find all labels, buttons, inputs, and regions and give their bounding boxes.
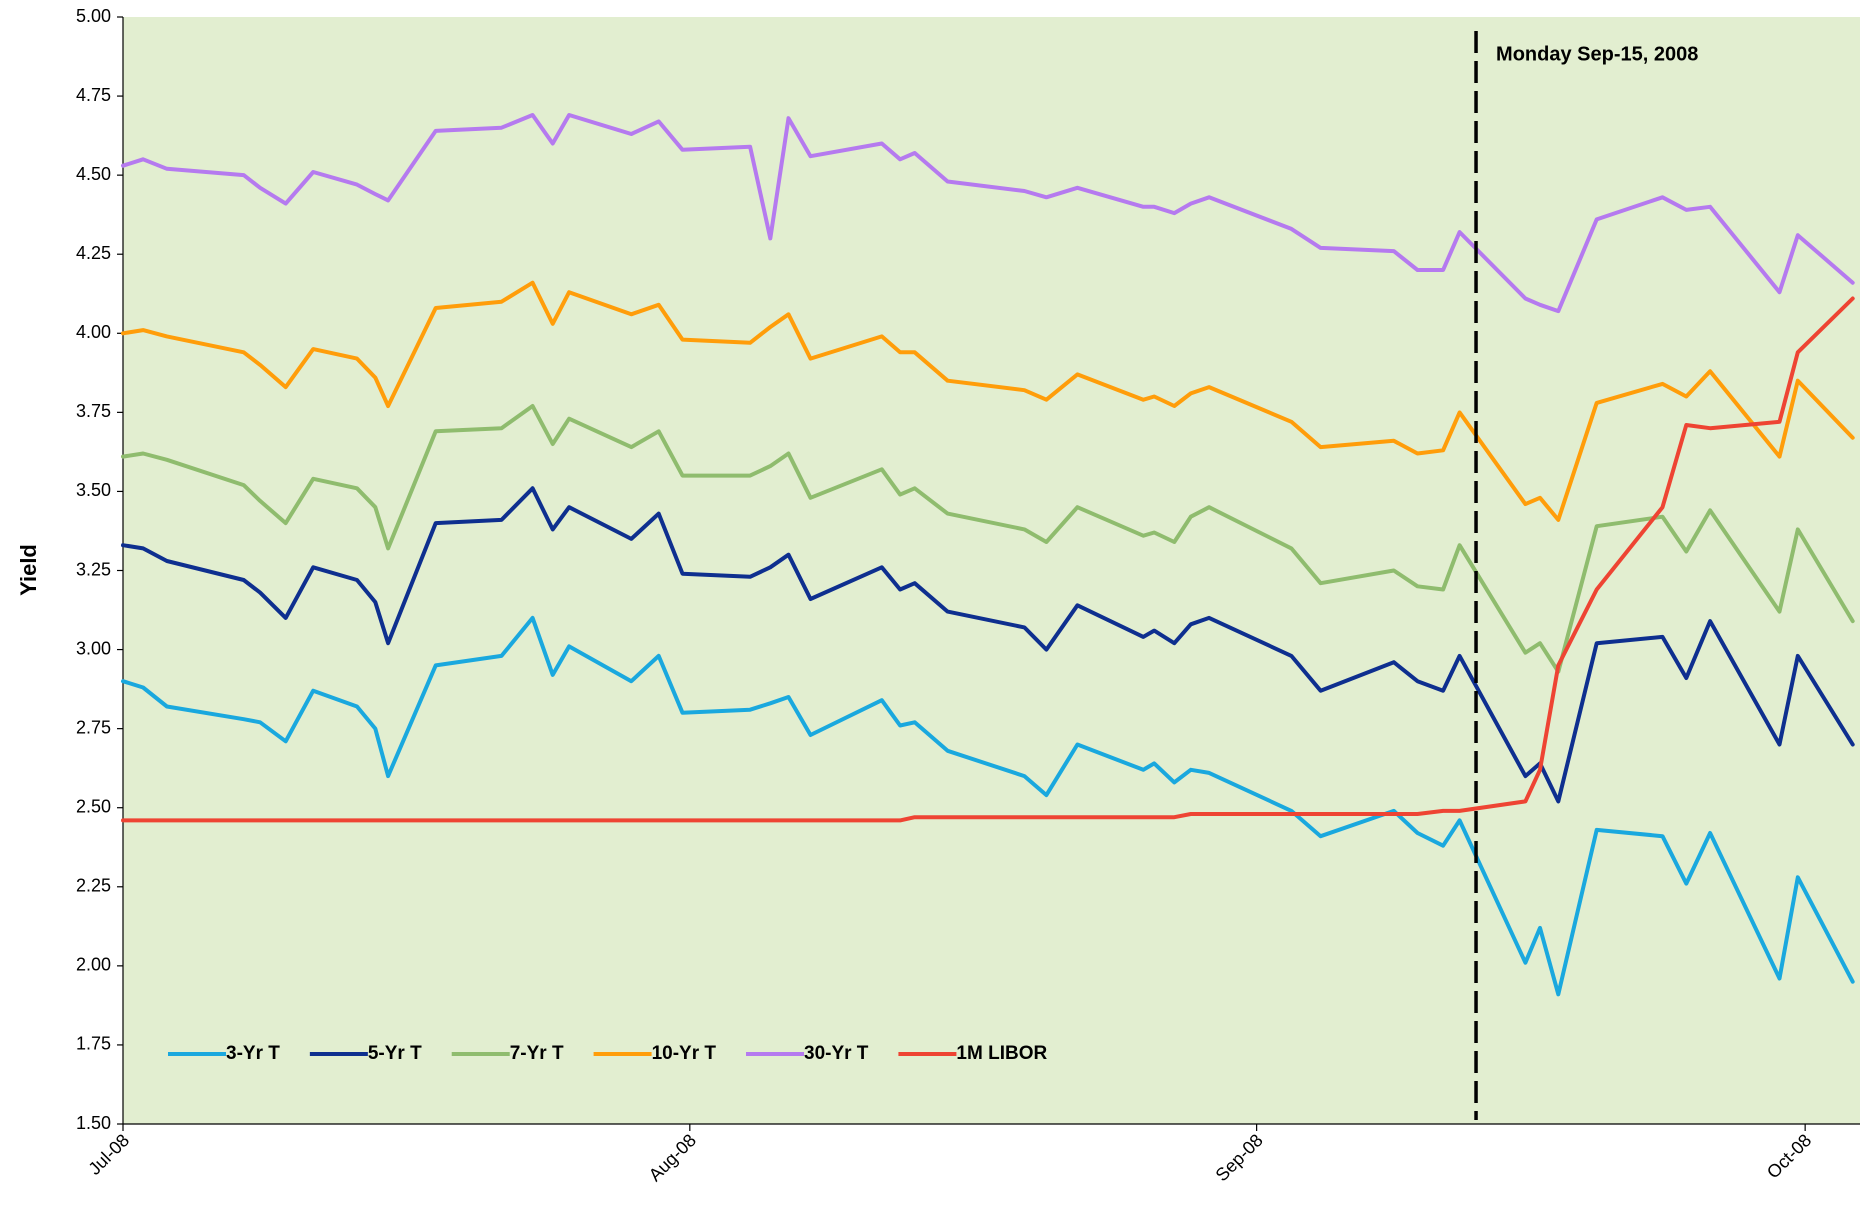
y-tick-label: 1.50: [76, 1113, 111, 1133]
legend-label: 10-Yr T: [652, 1043, 717, 1064]
x-tick-label: Jul-08: [84, 1130, 133, 1179]
annotation: Monday Sep-15, 2008: [1496, 43, 1698, 65]
y-tick-label: 4.75: [76, 85, 111, 105]
y-tick-label: 2.25: [76, 876, 111, 896]
y-tick-label: 5.00: [76, 6, 111, 26]
series-line: [121, 113, 1855, 314]
y-tick-label: 3.50: [76, 480, 111, 500]
y-tick-label: 2.50: [76, 796, 111, 816]
y-tick-label: 3.75: [76, 401, 111, 421]
y-tick-label: 2.00: [76, 955, 111, 975]
y-axis-label: Yield: [16, 544, 41, 596]
legend-label: 5-Yr T: [368, 1043, 422, 1064]
legend-label: 7-Yr T: [510, 1043, 564, 1064]
y-tick-label: 4.00: [76, 322, 111, 342]
y-tick-label: 4.25: [76, 243, 111, 263]
series-line: [121, 486, 1855, 804]
series-line: [121, 615, 1855, 997]
series-line: [121, 404, 1855, 674]
plot-area: [123, 17, 1860, 1124]
x-tick-label: Sep-08: [1212, 1130, 1267, 1185]
series-line: [121, 280, 1855, 522]
x-tick-label: Aug-08: [645, 1130, 700, 1185]
y-tick-label: 1.75: [76, 1034, 111, 1054]
legend-label: 3-Yr T: [226, 1043, 280, 1064]
y-tick-label: 3.00: [76, 638, 111, 658]
legend-label: 30-Yr T: [804, 1043, 869, 1064]
series-line: [121, 296, 1855, 823]
y-tick-label: 2.75: [76, 717, 111, 737]
legend-label: 1M LIBOR: [956, 1043, 1047, 1064]
x-tick-label: Oct-08: [1763, 1130, 1815, 1182]
y-tick-label: 4.50: [76, 164, 111, 184]
y-tick-label: 3.25: [76, 559, 111, 579]
